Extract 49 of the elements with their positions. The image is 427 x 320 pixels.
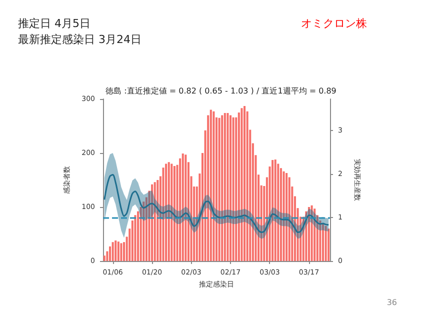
bar bbox=[156, 180, 159, 261]
bar bbox=[244, 106, 246, 261]
bar bbox=[277, 164, 280, 261]
bar bbox=[221, 115, 224, 261]
bar bbox=[103, 256, 106, 261]
bar bbox=[151, 184, 154, 261]
bar bbox=[226, 113, 229, 261]
bar bbox=[154, 182, 156, 261]
bar bbox=[142, 202, 145, 261]
bar bbox=[184, 154, 187, 261]
chart-title: 徳島 :直近推定値 = 0.82 ( 0.65 - 1.03 ) / 直近1週平均 = 0.89 bbox=[106, 86, 336, 96]
line-series bbox=[104, 174, 330, 234]
bar bbox=[314, 208, 316, 261]
text: 推定日 4月5日 bbox=[18, 16, 90, 31]
bar bbox=[173, 166, 176, 261]
bar bbox=[230, 115, 232, 261]
bar bbox=[305, 211, 308, 261]
text: オミクロン株 bbox=[301, 16, 367, 31]
bar bbox=[328, 228, 330, 261]
bar bbox=[286, 172, 288, 261]
bar bbox=[282, 171, 285, 261]
bar bbox=[288, 177, 290, 261]
bar bbox=[224, 113, 226, 261]
bar bbox=[162, 168, 164, 261]
bar bbox=[324, 226, 327, 261]
bar bbox=[322, 223, 324, 261]
bar bbox=[240, 108, 243, 261]
bar bbox=[134, 215, 136, 261]
text: 36 bbox=[386, 298, 397, 307]
bar bbox=[165, 164, 168, 261]
bar bbox=[120, 243, 122, 261]
bar bbox=[232, 117, 234, 261]
text: 最新推定感染日 3月24日 bbox=[18, 32, 142, 47]
bar bbox=[308, 207, 310, 261]
bar bbox=[117, 242, 120, 261]
bar bbox=[182, 154, 184, 261]
bar bbox=[274, 159, 276, 261]
bar bbox=[210, 110, 212, 261]
bar bbox=[114, 240, 117, 261]
bar bbox=[212, 111, 215, 261]
bar bbox=[137, 211, 140, 261]
bar bbox=[112, 242, 114, 261]
bar bbox=[272, 160, 274, 261]
bar bbox=[170, 164, 173, 261]
bar bbox=[310, 205, 313, 261]
bar bbox=[168, 162, 170, 261]
bar bbox=[108, 246, 112, 261]
bar bbox=[280, 168, 282, 261]
bar bbox=[218, 118, 220, 261]
